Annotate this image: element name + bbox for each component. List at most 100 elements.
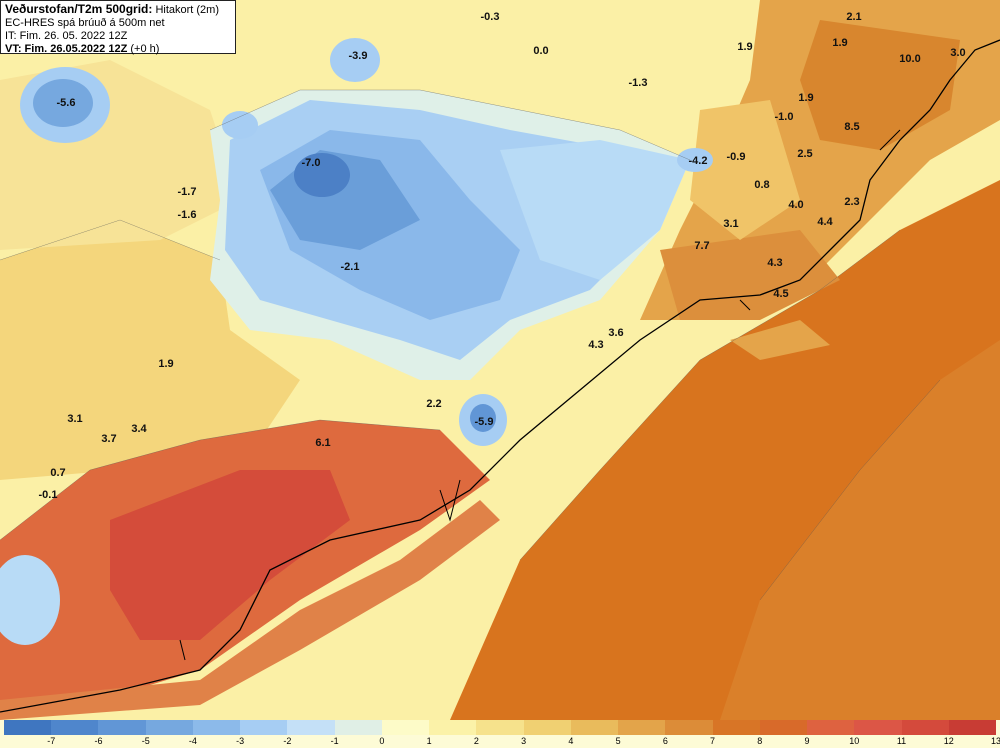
coastline bbox=[0, 39, 1000, 713]
temp-label: 2.2 bbox=[426, 398, 441, 410]
colorbar-tick-label: 10 bbox=[849, 736, 860, 746]
title-line: Veðurstofan/T2m 500grid: Hitakort (2m) bbox=[5, 3, 231, 17]
colorbar-tick-label: 3 bbox=[521, 736, 527, 746]
glacier-coldest bbox=[294, 153, 350, 197]
temp-label: 3.1 bbox=[723, 218, 738, 230]
colorbar-tick-label: 0 bbox=[379, 736, 385, 746]
colorbar-tick-label: -6 bbox=[94, 736, 103, 746]
colorbar-swatch bbox=[570, 720, 619, 735]
east-ridge bbox=[690, 100, 800, 240]
temp-label: -1.0 bbox=[775, 111, 794, 123]
south-coast-strip bbox=[0, 500, 500, 720]
temp-label: 4.0 bbox=[788, 199, 803, 211]
map-name: Hitakort (2m) bbox=[155, 4, 219, 16]
temp-label: 7.7 bbox=[694, 240, 709, 252]
east-coast-warm bbox=[660, 230, 840, 320]
colorbar-swatch bbox=[240, 720, 288, 735]
colorbar-tick-label: -5 bbox=[141, 736, 150, 746]
colorbar-swatch bbox=[523, 720, 572, 735]
temp-label: -0.9 bbox=[727, 151, 746, 163]
temp-label: 4.5 bbox=[773, 288, 788, 300]
glacier-sw bbox=[0, 555, 60, 645]
temp-label: 4.4 bbox=[817, 216, 833, 228]
temp-label: -1.7 bbox=[178, 186, 197, 198]
model-description: EC-HRES spá brúuð á 500m net bbox=[5, 17, 165, 29]
temp-label: -1.3 bbox=[629, 77, 648, 89]
contour-lines bbox=[0, 89, 941, 601]
colorbar-tick-label: 7 bbox=[710, 736, 716, 746]
colorbar-swatch bbox=[759, 720, 808, 735]
temp-label: -2.1 bbox=[341, 261, 360, 273]
ocean-band bbox=[720, 340, 1000, 720]
temp-label: -1.6 bbox=[178, 209, 197, 221]
temp-label: 3.1 bbox=[67, 413, 82, 425]
temp-label: -7.0 bbox=[302, 157, 321, 169]
colorbar-tick-label: -1 bbox=[330, 736, 339, 746]
temp-label: 10.0 bbox=[899, 53, 920, 65]
colorbar-tick-label: -3 bbox=[236, 736, 245, 746]
temp-label: 3.6 bbox=[608, 327, 623, 339]
temp-label: 1.9 bbox=[737, 41, 752, 53]
temp-label: 0.8 bbox=[754, 179, 769, 191]
temp-label: -3.9 bbox=[349, 50, 368, 62]
colorbar-tick-label: -2 bbox=[283, 736, 292, 746]
colorbar-swatch bbox=[4, 720, 52, 735]
glacier-east bbox=[677, 148, 713, 172]
temp-label: 1.9 bbox=[158, 358, 173, 370]
temp-label: -5.9 bbox=[475, 416, 494, 428]
init-time: IT: Fim. 26. 05. 2022 12Z bbox=[5, 30, 128, 42]
temp-label: -5.6 bbox=[57, 97, 76, 109]
valid-time: VT: Fim. 26.05.2022 12Z bbox=[5, 43, 128, 55]
temperature-labels: -5.6 -3.9 -0.3 0.0 2.1 1.9 1.9 10.0 3.0 … bbox=[39, 11, 966, 501]
temp-label: 2.3 bbox=[844, 196, 859, 208]
colorbar-swatch bbox=[712, 720, 761, 735]
lead-time: (+0 h) bbox=[130, 43, 160, 55]
temp-label: -0.3 bbox=[481, 11, 500, 23]
coastline-detail bbox=[179, 129, 901, 661]
temp-label: 2.5 bbox=[797, 148, 812, 160]
colorbar-swatch bbox=[429, 720, 477, 735]
colorbar-tick-label: 5 bbox=[615, 736, 621, 746]
colorbar-tick-label: 13 bbox=[990, 736, 1000, 746]
colorbar-swatch bbox=[381, 720, 430, 735]
colorbar-swatch bbox=[901, 720, 950, 735]
temp-label: 8.5 bbox=[844, 121, 859, 133]
glacier-east-lobe bbox=[500, 140, 690, 280]
temp-label: -4.2 bbox=[689, 155, 708, 167]
colorbar-swatch bbox=[476, 720, 525, 735]
colorbar-swatch bbox=[334, 720, 383, 735]
temp-label: 1.9 bbox=[832, 37, 847, 49]
colorbar-swatch bbox=[948, 720, 997, 735]
colorbar-swatch bbox=[807, 720, 855, 735]
temp-label: 2.1 bbox=[846, 11, 861, 23]
colorbar-swatch bbox=[618, 720, 666, 735]
colorbar-tick-label: 4 bbox=[568, 736, 574, 746]
colorbar-tick-label: -7 bbox=[47, 736, 56, 746]
colorbar-tick-label: 6 bbox=[662, 736, 668, 746]
temp-label: 6.1 bbox=[315, 437, 330, 449]
east-mountains-high bbox=[800, 20, 960, 150]
temperature-map: -5.6 -3.9 -0.3 0.0 2.1 1.9 1.9 10.0 3.0 … bbox=[0, 0, 1000, 720]
glacier-nw-core bbox=[33, 79, 93, 127]
colorbar-tick-label: -4 bbox=[188, 736, 197, 746]
temp-label: 3.0 bbox=[950, 47, 965, 59]
colorbar-swatch bbox=[192, 720, 241, 735]
colorbar-tick-label: 12 bbox=[943, 736, 954, 746]
south-plain-hot bbox=[110, 470, 350, 640]
map-info-panel: Veðurstofan/T2m 500grid: Hitakort (2m) E… bbox=[0, 0, 236, 55]
colorbar-tick-label: 8 bbox=[757, 736, 763, 746]
colorbar-swatch bbox=[854, 720, 903, 735]
west-land-warm bbox=[0, 220, 300, 480]
temp-label: 0.7 bbox=[50, 467, 65, 479]
temperature-colorbar: -7 -6 -5 -4 -3 -2 -1 0 1 2 3 4 5 6 7 8 9 10 11 12 13 bbox=[0, 720, 1000, 748]
temp-label: 3.7 bbox=[101, 433, 116, 445]
colorbar-tick-label: 1 bbox=[426, 736, 432, 746]
colorbar-swatch bbox=[665, 720, 714, 735]
colorbar-tick-label: 11 bbox=[896, 736, 907, 746]
colorbar-swatch bbox=[145, 720, 194, 735]
temp-label: 4.3 bbox=[588, 339, 603, 351]
colorbar-tick-label: 2 bbox=[473, 736, 479, 746]
colorbar-swatch bbox=[51, 720, 99, 735]
glacier-north bbox=[330, 38, 380, 82]
